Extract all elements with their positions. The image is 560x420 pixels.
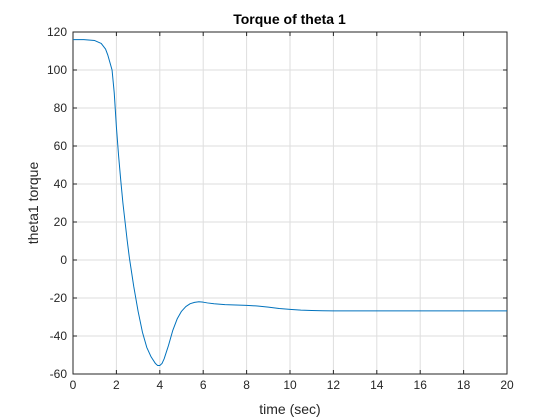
y-tick-label: 20	[54, 215, 68, 229]
x-tick-label: 2	[113, 378, 120, 392]
y-tick-labels: -60 -40 -20 0 20 40 60 80 100 120	[47, 25, 67, 381]
y-tick-label: 100	[47, 63, 67, 77]
x-tick-label: 0	[70, 378, 77, 392]
x-tick-label: 10	[283, 378, 297, 392]
y-tick-label: 120	[47, 25, 67, 39]
torque-line	[73, 39, 507, 366]
y-tick-label: 40	[54, 177, 68, 191]
y-axis-label: theta1 torque	[25, 162, 41, 245]
y-tick-label: 0	[60, 253, 67, 267]
x-tick-label: 16	[414, 378, 428, 392]
y-tick-label: -20	[50, 291, 68, 305]
x-tick-label: 4	[156, 378, 163, 392]
x-tick-labels: 0 2 4 6 8 10 12 14 16 18 20	[70, 378, 514, 392]
chart-title: Torque of theta 1	[233, 11, 346, 27]
x-axis-label: time (sec)	[259, 401, 320, 417]
x-tick-label: 20	[500, 378, 514, 392]
x-tick-label: 18	[457, 378, 471, 392]
y-tick-label: -60	[50, 367, 68, 381]
x-tick-label: 12	[327, 378, 341, 392]
x-tick-label: 6	[200, 378, 207, 392]
ticks	[72, 31, 508, 375]
y-tick-label: 80	[54, 101, 68, 115]
x-tick-label: 14	[370, 378, 384, 392]
x-tick-label: 8	[243, 378, 250, 392]
y-tick-label: -40	[50, 329, 68, 343]
gridlines	[72, 31, 508, 375]
y-tick-label: 60	[54, 139, 68, 153]
